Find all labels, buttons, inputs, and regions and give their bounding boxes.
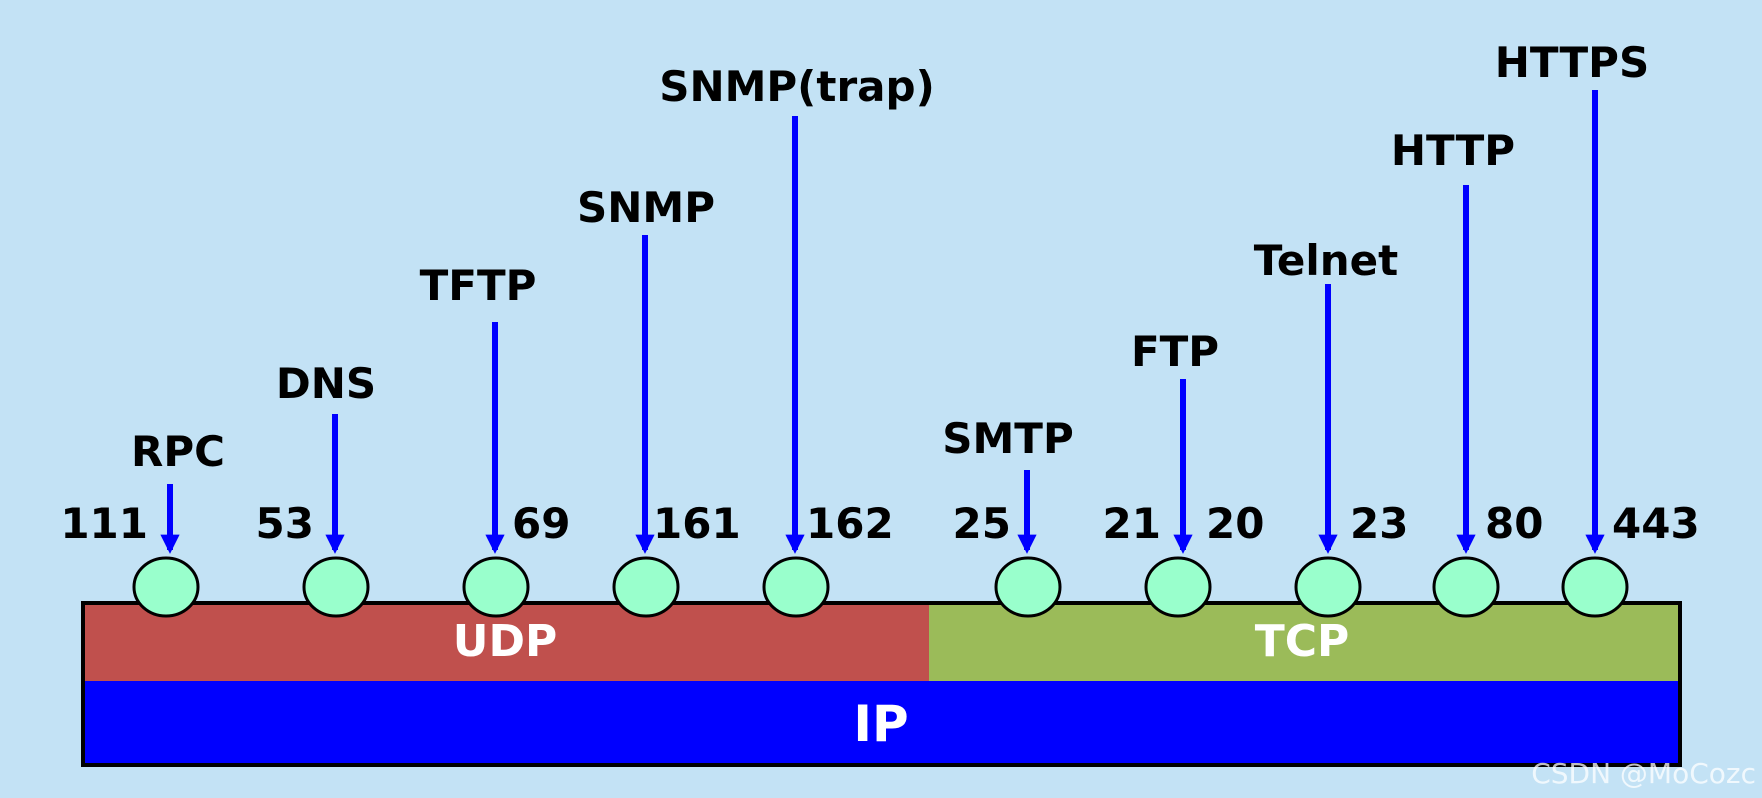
port-number: 53 [256, 499, 314, 548]
port-circle [1432, 556, 1500, 618]
port-circle [994, 556, 1062, 618]
protocol-smtp: SMTP 25 [942, 414, 1074, 618]
udp-layer-label: UDP [453, 616, 558, 667]
port-circle [462, 556, 530, 618]
port-circle [762, 556, 830, 618]
port-circle [1561, 556, 1629, 618]
port-number: 69 [512, 499, 570, 548]
port-number: 161 [653, 499, 741, 548]
port-number: 25 [953, 499, 1011, 548]
port-circle [1294, 556, 1362, 618]
tcp-layer-bar [929, 603, 1679, 681]
port-circle [1144, 556, 1212, 618]
protocol-name: RPC [131, 427, 225, 476]
layer-outline [81, 601, 1682, 767]
protocol-name: HTTP [1391, 126, 1515, 175]
protocol-http: HTTP 80 [1391, 126, 1543, 618]
protocol-snmp-trap: SNMP(trap) 162 [659, 62, 935, 618]
port-circle [302, 556, 370, 618]
port-circle [132, 556, 200, 618]
port-number: 162 [806, 499, 894, 548]
protocol-rpc: RPC 111 [60, 427, 225, 618]
port-number: 443 [1612, 499, 1700, 548]
port-number: 80 [1485, 499, 1543, 548]
port-number-data: 20 [1206, 499, 1264, 548]
protocol-tftp: TFTP 69 [420, 261, 570, 618]
protocol-telnet: Telnet 23 [1254, 236, 1408, 618]
protocol-name: FTP [1131, 327, 1219, 376]
tcp-layer-label: TCP [1255, 616, 1350, 667]
protocol-ftp: FTP 21 20 [1103, 327, 1264, 618]
protocol-name: TFTP [420, 261, 537, 310]
port-number: 111 [60, 499, 148, 548]
protocol-name: SNMP [577, 183, 715, 232]
protocol-name: SMTP [942, 414, 1073, 463]
protocol-name: Telnet [1254, 236, 1398, 285]
port-number-control: 21 [1103, 499, 1161, 548]
watermark: CSDN @MoCozc [1531, 757, 1756, 790]
port-number: 23 [1350, 499, 1408, 548]
protocol-name: HTTPS [1495, 38, 1649, 87]
ip-layer-label: IP [853, 695, 908, 753]
protocol-https: HTTPS 443 [1495, 38, 1700, 618]
port-circle [612, 556, 680, 618]
protocol-dns: DNS 53 [256, 359, 376, 618]
protocol-name: SNMP(trap) [659, 62, 935, 111]
ip-layer-bar [84, 681, 1679, 764]
protocol-snmp: SNMP 161 [577, 183, 741, 618]
protocol-name: DNS [276, 359, 376, 408]
